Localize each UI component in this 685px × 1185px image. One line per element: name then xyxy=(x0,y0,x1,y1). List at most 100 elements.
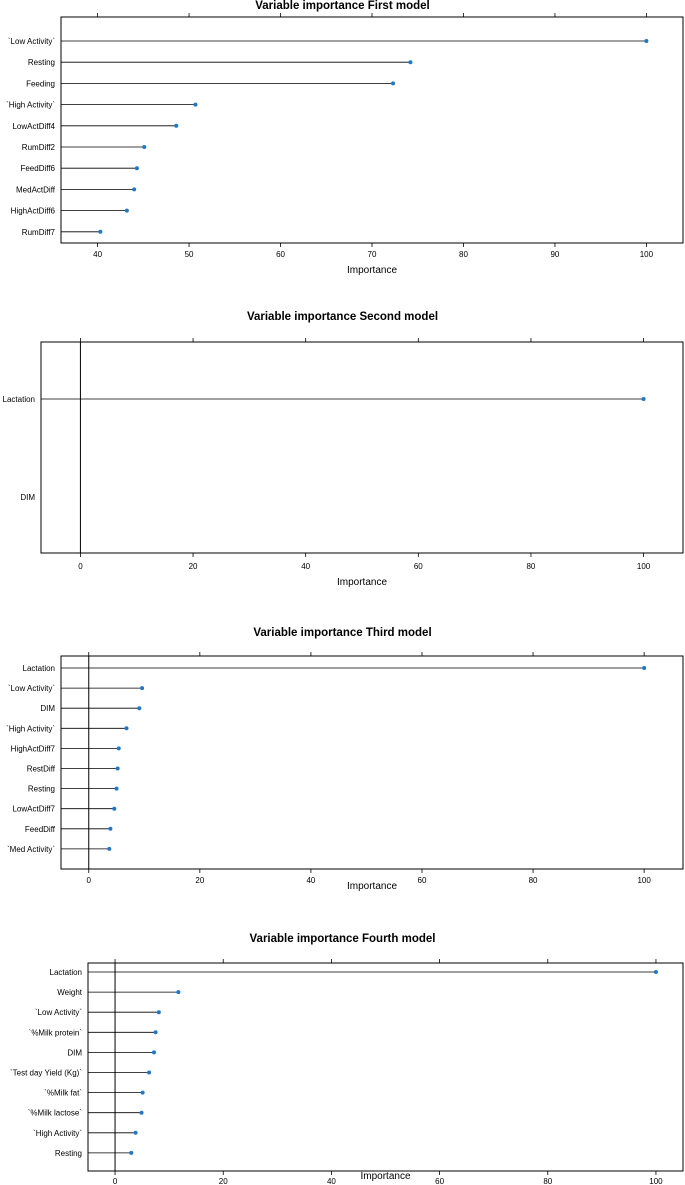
x-tick-label: 0 xyxy=(78,562,83,571)
x-tick-label: 90 xyxy=(550,250,559,259)
x-tick-label: 70 xyxy=(368,250,377,259)
x-axis-label: Importance xyxy=(337,577,387,588)
category-label: Lactation xyxy=(3,395,35,404)
importance-point xyxy=(116,746,121,751)
chart-panel-2: Variable importance Second model 0 20 40 60 8… xyxy=(0,300,685,595)
importance-point xyxy=(641,397,646,401)
x-tick-label: 40 xyxy=(301,562,310,571)
x-tick-label: 80 xyxy=(529,876,538,885)
category-label: `Low Activity` xyxy=(35,1008,82,1017)
importance-point xyxy=(137,706,142,711)
importance-point xyxy=(134,166,139,171)
chart-title: Variable importance Third model xyxy=(253,627,431,639)
importance-point xyxy=(193,102,198,107)
category-label: RumDiff7 xyxy=(22,228,56,237)
importance-point xyxy=(124,726,129,731)
category-label: Resting xyxy=(55,1149,82,1158)
chart-first-model: Variable importance First model 40 50 60 70 8… xyxy=(6,0,684,276)
x-tick-label: 60 xyxy=(418,876,427,885)
category-label: MedActDiff xyxy=(16,185,56,194)
category-label: FeedDiff xyxy=(25,825,56,834)
plot-frame xyxy=(60,655,684,870)
x-tick-label: 80 xyxy=(459,250,468,259)
category-label: `%Milk lactose` xyxy=(28,1109,83,1118)
x-tick-label: 80 xyxy=(543,1177,552,1185)
category-label: HighActDiff6 xyxy=(11,207,56,216)
category-label: Resting xyxy=(28,58,55,67)
x-tick-label: 100 xyxy=(637,876,651,885)
importance-point xyxy=(140,686,145,691)
plot-frame xyxy=(87,962,684,1172)
category-label: Resting xyxy=(28,785,55,794)
importance-point xyxy=(98,229,103,234)
chart-second-model: Variable importance Second model 0 20 40 60 8… xyxy=(3,311,684,588)
category-label: `Test day Yield (Kg)` xyxy=(10,1069,82,1078)
chart-panel-1: Variable importance First model 40 50 60 70 8… xyxy=(0,0,685,285)
x-tick-label: 20 xyxy=(195,876,204,885)
chart-third-model: Variable importance Third model 0 20 40 60 80… xyxy=(6,627,684,892)
importance-point xyxy=(391,81,396,86)
chart-title: Variable importance First model xyxy=(255,0,429,12)
importance-point xyxy=(129,1150,134,1155)
importance-point xyxy=(108,826,113,831)
chart-panel-4: Variable importance Fourth model 0 20 40 60 8… xyxy=(0,922,685,1185)
category-label: HighActDiff7 xyxy=(11,744,56,753)
category-label: RestDiff xyxy=(27,765,56,774)
category-label: LowActDiff7 xyxy=(12,805,55,814)
x-axis-label: Importance xyxy=(347,265,397,276)
category-label: FeedDiff6 xyxy=(20,164,55,173)
importance-point xyxy=(653,970,658,974)
chart-panel-3: Variable importance Third model 0 20 40 60 80… xyxy=(0,618,685,898)
x-tick-label: 0 xyxy=(87,876,92,885)
x-axis-label: Importance xyxy=(360,1171,410,1182)
category-label: `High Activity` xyxy=(6,101,55,110)
x-tick-label: 50 xyxy=(185,250,194,259)
importance-point xyxy=(408,60,413,65)
x-tick-label: 60 xyxy=(414,562,423,571)
importance-point xyxy=(142,145,147,149)
importance-point xyxy=(644,39,649,43)
importance-point xyxy=(107,846,112,851)
x-axis-label: Importance xyxy=(347,881,397,892)
importance-point xyxy=(140,1090,145,1095)
category-label: `Med Activity` xyxy=(7,845,55,854)
x-tick-label: 20 xyxy=(219,1177,228,1185)
x-tick-label: 40 xyxy=(93,250,102,259)
importance-point xyxy=(112,806,117,811)
category-label: Lactation xyxy=(50,968,82,977)
x-tick-label: 80 xyxy=(526,562,535,571)
category-label: `%Milk protein` xyxy=(29,1028,83,1037)
category-label: DIM xyxy=(67,1048,82,1057)
category-label: `High Activity` xyxy=(6,724,55,733)
category-label: RumDiff2 xyxy=(22,143,56,152)
plot-frame xyxy=(40,341,684,554)
category-label: `High Activity` xyxy=(33,1129,82,1138)
x-tick-label: 20 xyxy=(189,562,198,571)
importance-point xyxy=(642,666,647,670)
x-tick-label: 40 xyxy=(327,1177,336,1185)
importance-point xyxy=(153,1030,158,1035)
importance-point xyxy=(132,187,137,192)
chart-fourth-model: Variable importance Fourth model 0 20 40 60 8… xyxy=(10,933,684,1185)
importance-point xyxy=(174,123,179,128)
category-label: `Low Activity` xyxy=(8,37,55,46)
x-tick-label: 40 xyxy=(306,876,315,885)
category-label: `%Milk fat` xyxy=(44,1089,82,1098)
chart-title: Variable importance Fourth model xyxy=(250,933,436,945)
x-tick-label: 100 xyxy=(637,562,651,571)
importance-point xyxy=(133,1130,138,1135)
category-label: Weight xyxy=(57,988,83,997)
x-tick-label: 60 xyxy=(276,250,285,259)
importance-point xyxy=(124,208,129,213)
category-label: DIM xyxy=(20,493,35,502)
importance-point xyxy=(115,766,120,771)
plot-frame xyxy=(60,16,684,244)
category-label: Feeding xyxy=(26,79,55,88)
category-label: DIM xyxy=(40,704,55,713)
category-label: LowActDiff4 xyxy=(12,122,55,131)
category-label: `Low Activity` xyxy=(8,684,55,693)
importance-point xyxy=(114,786,119,791)
x-tick-label: 0 xyxy=(113,1177,118,1185)
x-tick-label: 100 xyxy=(640,250,654,259)
category-label: Lactation xyxy=(23,664,55,673)
